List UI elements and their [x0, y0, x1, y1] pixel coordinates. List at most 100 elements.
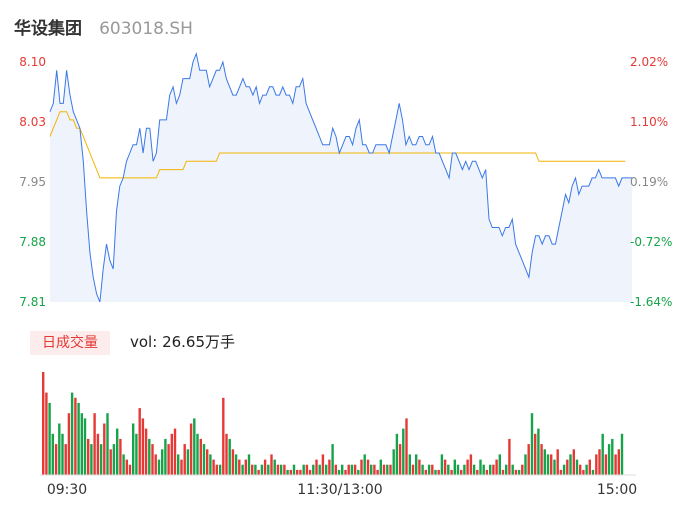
volume-bar	[514, 469, 518, 476]
volume-bar	[206, 449, 209, 476]
volume-bar	[418, 459, 421, 475]
volume-bar	[45, 392, 48, 475]
volume-bar	[527, 444, 530, 475]
volume-bar	[161, 449, 164, 476]
volume-bar	[386, 464, 389, 475]
volume-bar	[392, 449, 395, 476]
volume-bar	[273, 459, 276, 475]
volume-bar	[270, 454, 273, 475]
volume-bar	[437, 469, 440, 476]
volume-bar	[119, 438, 122, 475]
volume-bar	[579, 464, 582, 475]
stock-name: 华设集团	[14, 19, 82, 39]
volume-bar	[443, 459, 447, 475]
volume-bar	[463, 464, 466, 475]
volume-bar	[434, 469, 437, 476]
volume-bar	[379, 459, 382, 475]
volume-bar	[508, 438, 511, 475]
volume-bar	[588, 459, 591, 475]
volume-bar	[601, 433, 604, 475]
volume-bar	[244, 459, 247, 475]
volume-bar	[370, 464, 373, 475]
volume-bar	[456, 464, 460, 475]
volume-bar	[566, 459, 569, 475]
volume-bar	[257, 469, 260, 476]
volume-bar	[450, 469, 453, 476]
volume-bar	[312, 464, 315, 475]
volume-bar	[238, 459, 241, 475]
volume-bar	[125, 459, 128, 475]
volume-bar	[42, 372, 45, 475]
volume-bar	[144, 428, 148, 475]
volume-bar	[302, 464, 305, 475]
volume-bar	[321, 454, 325, 475]
volume-bar	[67, 413, 71, 475]
volume-bar	[495, 459, 498, 475]
volume-bar	[334, 464, 337, 475]
stock-code: 603018.SH	[99, 19, 193, 39]
volume-bar	[440, 454, 444, 475]
volume-bar	[77, 402, 80, 475]
volume-bar	[106, 413, 109, 475]
volume-bar	[308, 469, 312, 476]
volume-bar	[569, 454, 572, 475]
volume-bar	[154, 454, 157, 475]
volume-bar	[228, 438, 231, 475]
volume-bar	[279, 464, 283, 475]
y-tick-label-right: 2.02%	[630, 55, 668, 69]
volume-bar	[408, 454, 411, 475]
volume-bar	[58, 423, 61, 475]
volume-bar	[572, 449, 575, 476]
volume-bar	[112, 444, 116, 475]
volume-bar	[360, 459, 363, 475]
y-tick-label-right: 0.19%	[630, 175, 668, 189]
volume-bar	[74, 397, 77, 476]
volume-bar	[447, 464, 450, 475]
volume-bar	[234, 454, 238, 475]
volume-bar	[582, 469, 585, 476]
y-tick-label-left: 7.88	[19, 235, 46, 249]
volume-bar	[173, 428, 177, 475]
volume-bar	[116, 428, 119, 475]
volume-bar	[511, 464, 514, 475]
volume-bar	[241, 464, 244, 475]
volume-bar	[543, 449, 546, 476]
volume-bar	[170, 433, 173, 475]
volume-bar	[476, 469, 479, 476]
volume-bar	[498, 454, 501, 475]
volume-bar	[482, 464, 485, 475]
volume-bar	[376, 469, 379, 476]
volume-bar	[553, 459, 556, 475]
volume-bar	[395, 433, 399, 475]
volume-bar	[189, 423, 193, 475]
volume-bar	[196, 433, 199, 475]
y-tick-label-left: 7.95	[19, 175, 46, 189]
volume-bar	[614, 454, 617, 475]
volume-bar	[505, 464, 508, 475]
volume-bar	[251, 464, 254, 475]
x-tick-label: 15:00	[597, 482, 637, 498]
volume-bar	[135, 433, 138, 475]
volume-bar	[260, 464, 264, 475]
volume-bar	[530, 413, 534, 475]
volume-bar	[180, 459, 183, 475]
volume-bar	[292, 464, 296, 475]
volume-bar	[556, 449, 559, 476]
volume-bar	[51, 433, 54, 475]
volume-bar	[411, 464, 415, 475]
volume-bar	[460, 469, 463, 476]
volume-bar	[607, 444, 611, 475]
y-tick-label-right: -0.72%	[630, 235, 672, 249]
volume-bar	[562, 464, 566, 475]
average-price-line	[49, 111, 626, 179]
volume-bar	[537, 428, 540, 475]
volume-bar	[70, 392, 74, 475]
volume-bar	[80, 413, 83, 475]
stock-header: 华设集团 603018.SH	[14, 14, 193, 39]
volume-bar	[218, 464, 222, 475]
volume-bar	[103, 423, 106, 475]
volume-bar	[353, 464, 357, 475]
volume-bar	[138, 408, 141, 476]
volume-bar	[96, 433, 100, 475]
